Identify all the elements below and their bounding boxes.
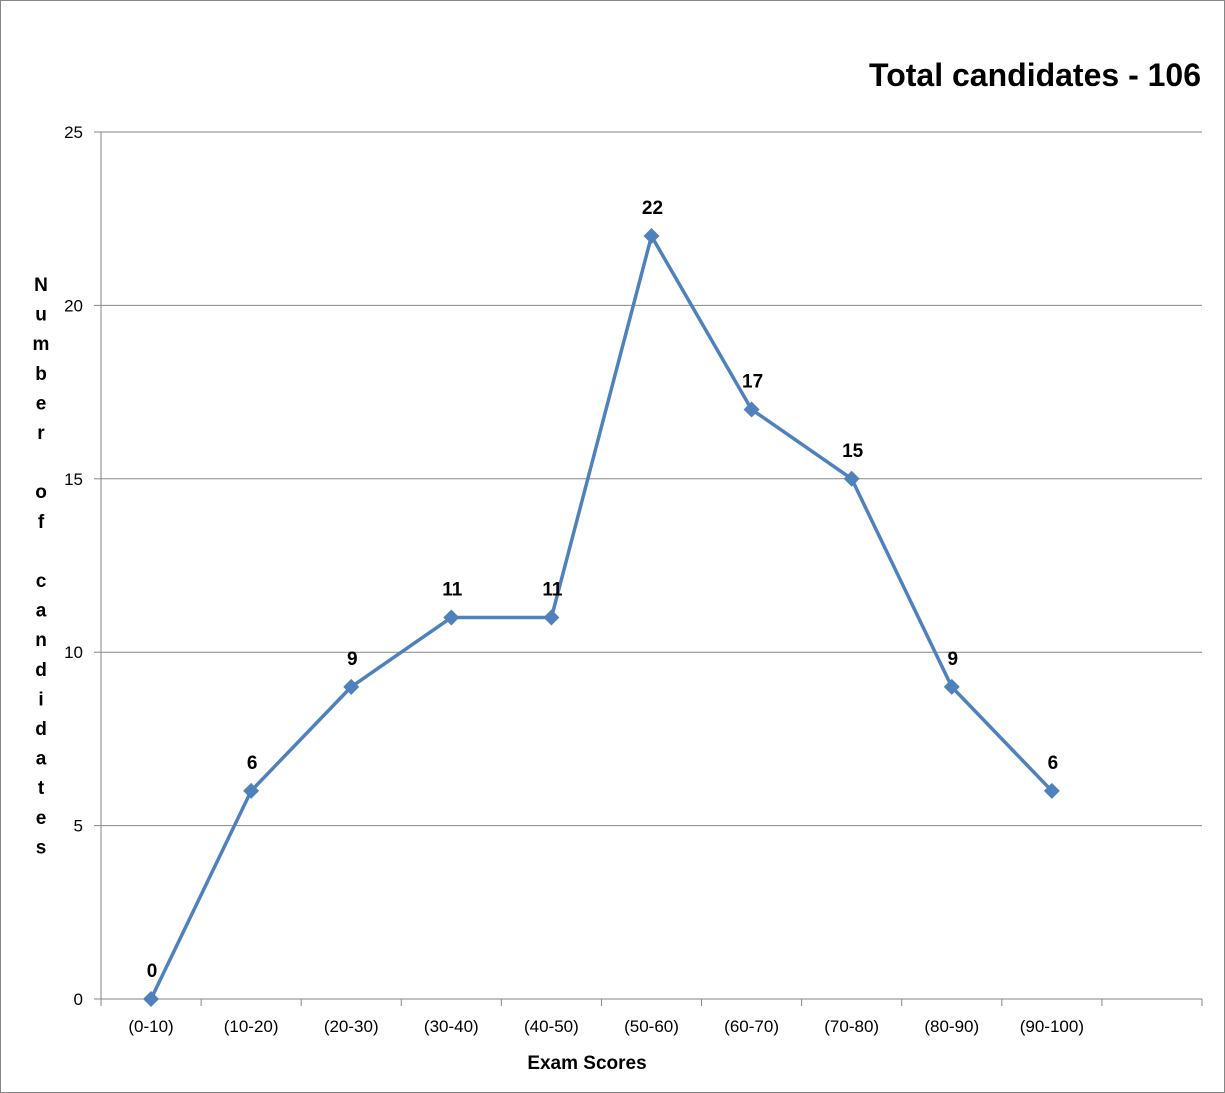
data-point-marker — [943, 678, 960, 695]
data-label: 6 — [247, 753, 258, 774]
data-label: 11 — [442, 580, 463, 601]
y-axis-title-letter: m — [33, 334, 50, 355]
y-axis-title-letter: N — [34, 275, 48, 296]
y-tick-label: 25 — [64, 123, 83, 142]
data-point-marker — [1043, 782, 1060, 799]
y-tick-label: 20 — [64, 296, 83, 315]
y-tick-label: 10 — [64, 643, 83, 662]
x-tick-label: (0-10) — [128, 1017, 173, 1036]
axes — [94, 131, 1203, 1006]
data-point-marker — [143, 991, 160, 1007]
x-tick-label: (90-100) — [1020, 1017, 1084, 1036]
y-axis-title-letter: n — [35, 630, 47, 651]
data-point-marker — [443, 609, 460, 626]
data-label: 6 — [1048, 753, 1059, 774]
y-axis-title-letter: o — [35, 482, 47, 503]
x-tick-label: (70-80) — [824, 1017, 879, 1036]
data-label: 17 — [742, 371, 763, 392]
x-tick-label: (60-70) — [724, 1017, 779, 1036]
series-markers — [143, 228, 1060, 1007]
series-polyline — [149, 234, 1054, 1000]
data-label: 22 — [642, 198, 663, 219]
y-axis-title-letter: u — [35, 305, 47, 326]
y-axis-title-letter: a — [36, 601, 47, 622]
y-axis-title-letter: e — [36, 808, 47, 829]
data-label: 0 — [147, 961, 158, 982]
data-point-marker — [843, 470, 860, 487]
data-point-marker — [643, 228, 660, 245]
x-tick-label: (80-90) — [924, 1017, 979, 1036]
y-axis-title-letter: r — [37, 423, 45, 444]
y-tick-label: 5 — [74, 817, 83, 836]
data-point-marker — [543, 609, 560, 626]
chart-title: Total candidates - 106 — [869, 57, 1201, 93]
y-axis-title-letter: b — [35, 364, 47, 385]
x-axis-title: Exam Scores — [527, 1053, 646, 1074]
x-tick-label: (30-40) — [424, 1017, 479, 1036]
y-axis-title-letter: c — [36, 571, 47, 592]
data-point-marker — [343, 678, 360, 695]
data-label: 9 — [947, 649, 958, 670]
y-axis-title-letter: s — [36, 837, 47, 858]
data-point-marker — [743, 401, 760, 418]
gridlines — [101, 131, 1202, 827]
data-label: 11 — [542, 580, 563, 601]
y-axis-title-letter: t — [38, 778, 45, 799]
x-tick-label: (50-60) — [624, 1017, 679, 1036]
y-axis-title-letter: e — [36, 393, 47, 414]
y-axis-title-letter: a — [36, 749, 47, 770]
data-label: 15 — [842, 441, 864, 462]
y-axis-title-letter: d — [35, 719, 47, 740]
x-tick-label: (40-50) — [524, 1017, 579, 1036]
y-tick-label: 0 — [74, 990, 83, 1009]
y-tick-labels: 0 5 10 15 20 25 — [64, 123, 83, 1009]
x-tick-label: (10-20) — [224, 1017, 279, 1036]
y-axis-title-letter: d — [35, 660, 47, 681]
x-tick-label: (20-30) — [324, 1017, 379, 1036]
series-line — [149, 234, 1054, 1000]
y-axis-title-letter: f — [38, 512, 45, 533]
data-labels: 0 6 9 11 11 22 17 15 9 6 — [147, 198, 1058, 982]
y-axis-title-letter: i — [38, 689, 43, 710]
data-point-marker — [243, 782, 260, 799]
data-label: 9 — [347, 649, 358, 670]
x-tick-labels: (0-10) (10-20) (20-30) (30-40) (40-50) (50-60… — [128, 1017, 1084, 1036]
y-tick-label: 15 — [64, 470, 83, 489]
